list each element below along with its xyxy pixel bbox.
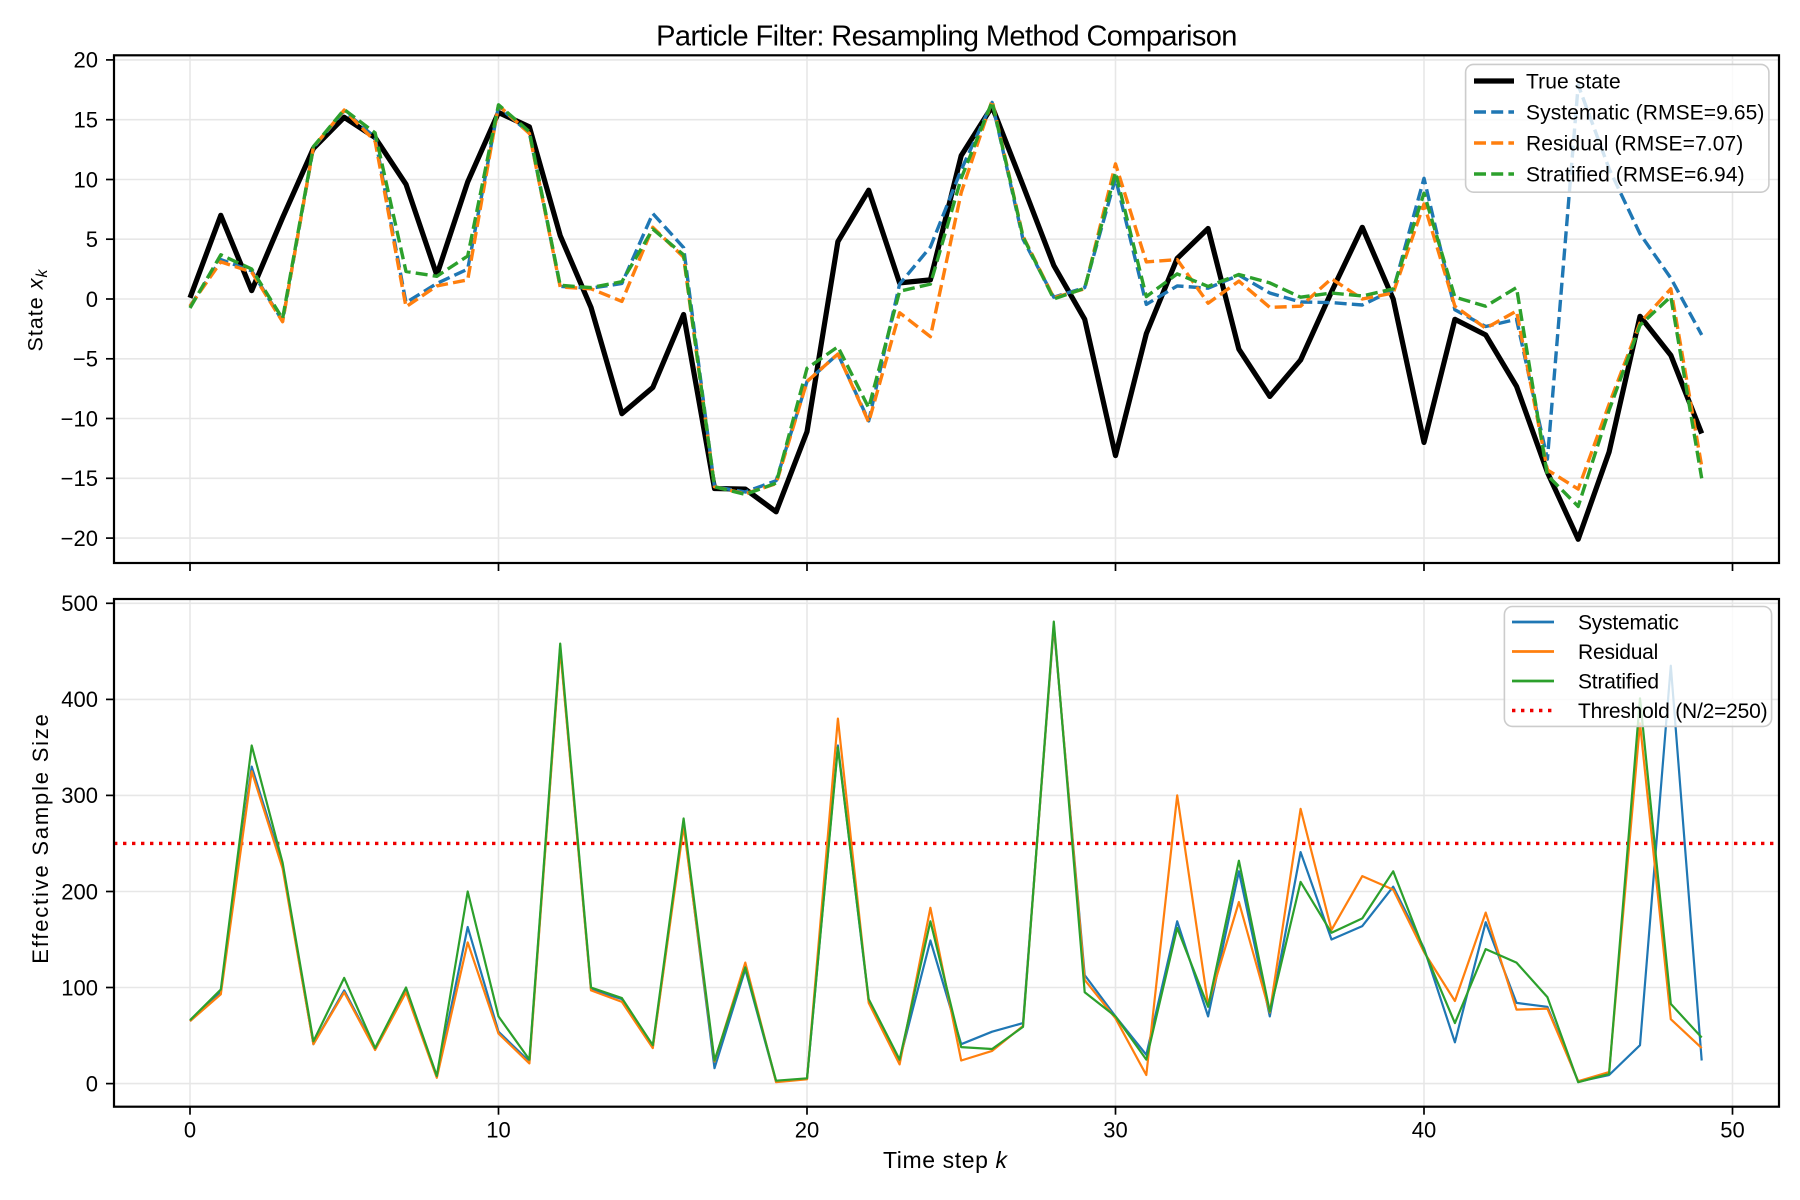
svg-text:5: 5 <box>86 227 98 252</box>
svg-text:0: 0 <box>184 1118 196 1143</box>
svg-text:40: 40 <box>1412 1118 1436 1143</box>
svg-text:−5: −5 <box>73 347 98 372</box>
svg-text:Stratified: Stratified <box>1578 671 1659 694</box>
svg-text:Residual: Residual <box>1578 641 1658 664</box>
svg-text:300: 300 <box>61 783 98 808</box>
svg-text:Threshold (N/2=250): Threshold (N/2=250) <box>1578 700 1767 723</box>
svg-text:Time step k: Time step k <box>883 1147 1009 1173</box>
svg-text:−15: −15 <box>61 466 98 491</box>
svg-text:0: 0 <box>86 287 98 312</box>
svg-text:100: 100 <box>61 975 98 1000</box>
svg-text:20: 20 <box>74 48 98 73</box>
svg-text:500: 500 <box>61 591 98 616</box>
svg-text:200: 200 <box>61 879 98 904</box>
svg-text:Stratified (RMSE=6.94): Stratified (RMSE=6.94) <box>1526 164 1745 187</box>
svg-text:10: 10 <box>486 1118 510 1143</box>
svg-text:0: 0 <box>86 1071 98 1096</box>
svg-text:Residual (RMSE=7.07): Residual (RMSE=7.07) <box>1526 133 1743 156</box>
svg-text:15: 15 <box>74 108 98 133</box>
svg-text:Effective Sample Size: Effective Sample Size <box>28 712 53 963</box>
svg-text:Systematic (RMSE=9.65): Systematic (RMSE=9.65) <box>1526 102 1765 125</box>
svg-text:True state: True state <box>1526 71 1621 94</box>
svg-text:30: 30 <box>1103 1118 1127 1143</box>
svg-text:20: 20 <box>795 1118 819 1143</box>
svg-text:400: 400 <box>61 687 98 712</box>
svg-text:Systematic: Systematic <box>1578 612 1679 635</box>
svg-text:−20: −20 <box>61 526 98 551</box>
svg-text:10: 10 <box>74 167 98 192</box>
svg-text:50: 50 <box>1720 1118 1744 1143</box>
svg-text:State xk: State xk <box>24 269 52 352</box>
svg-text:−10: −10 <box>61 406 98 431</box>
svg-text:Particle Filter: Resampling Me: Particle Filter: Resampling Method Compa… <box>656 21 1237 53</box>
